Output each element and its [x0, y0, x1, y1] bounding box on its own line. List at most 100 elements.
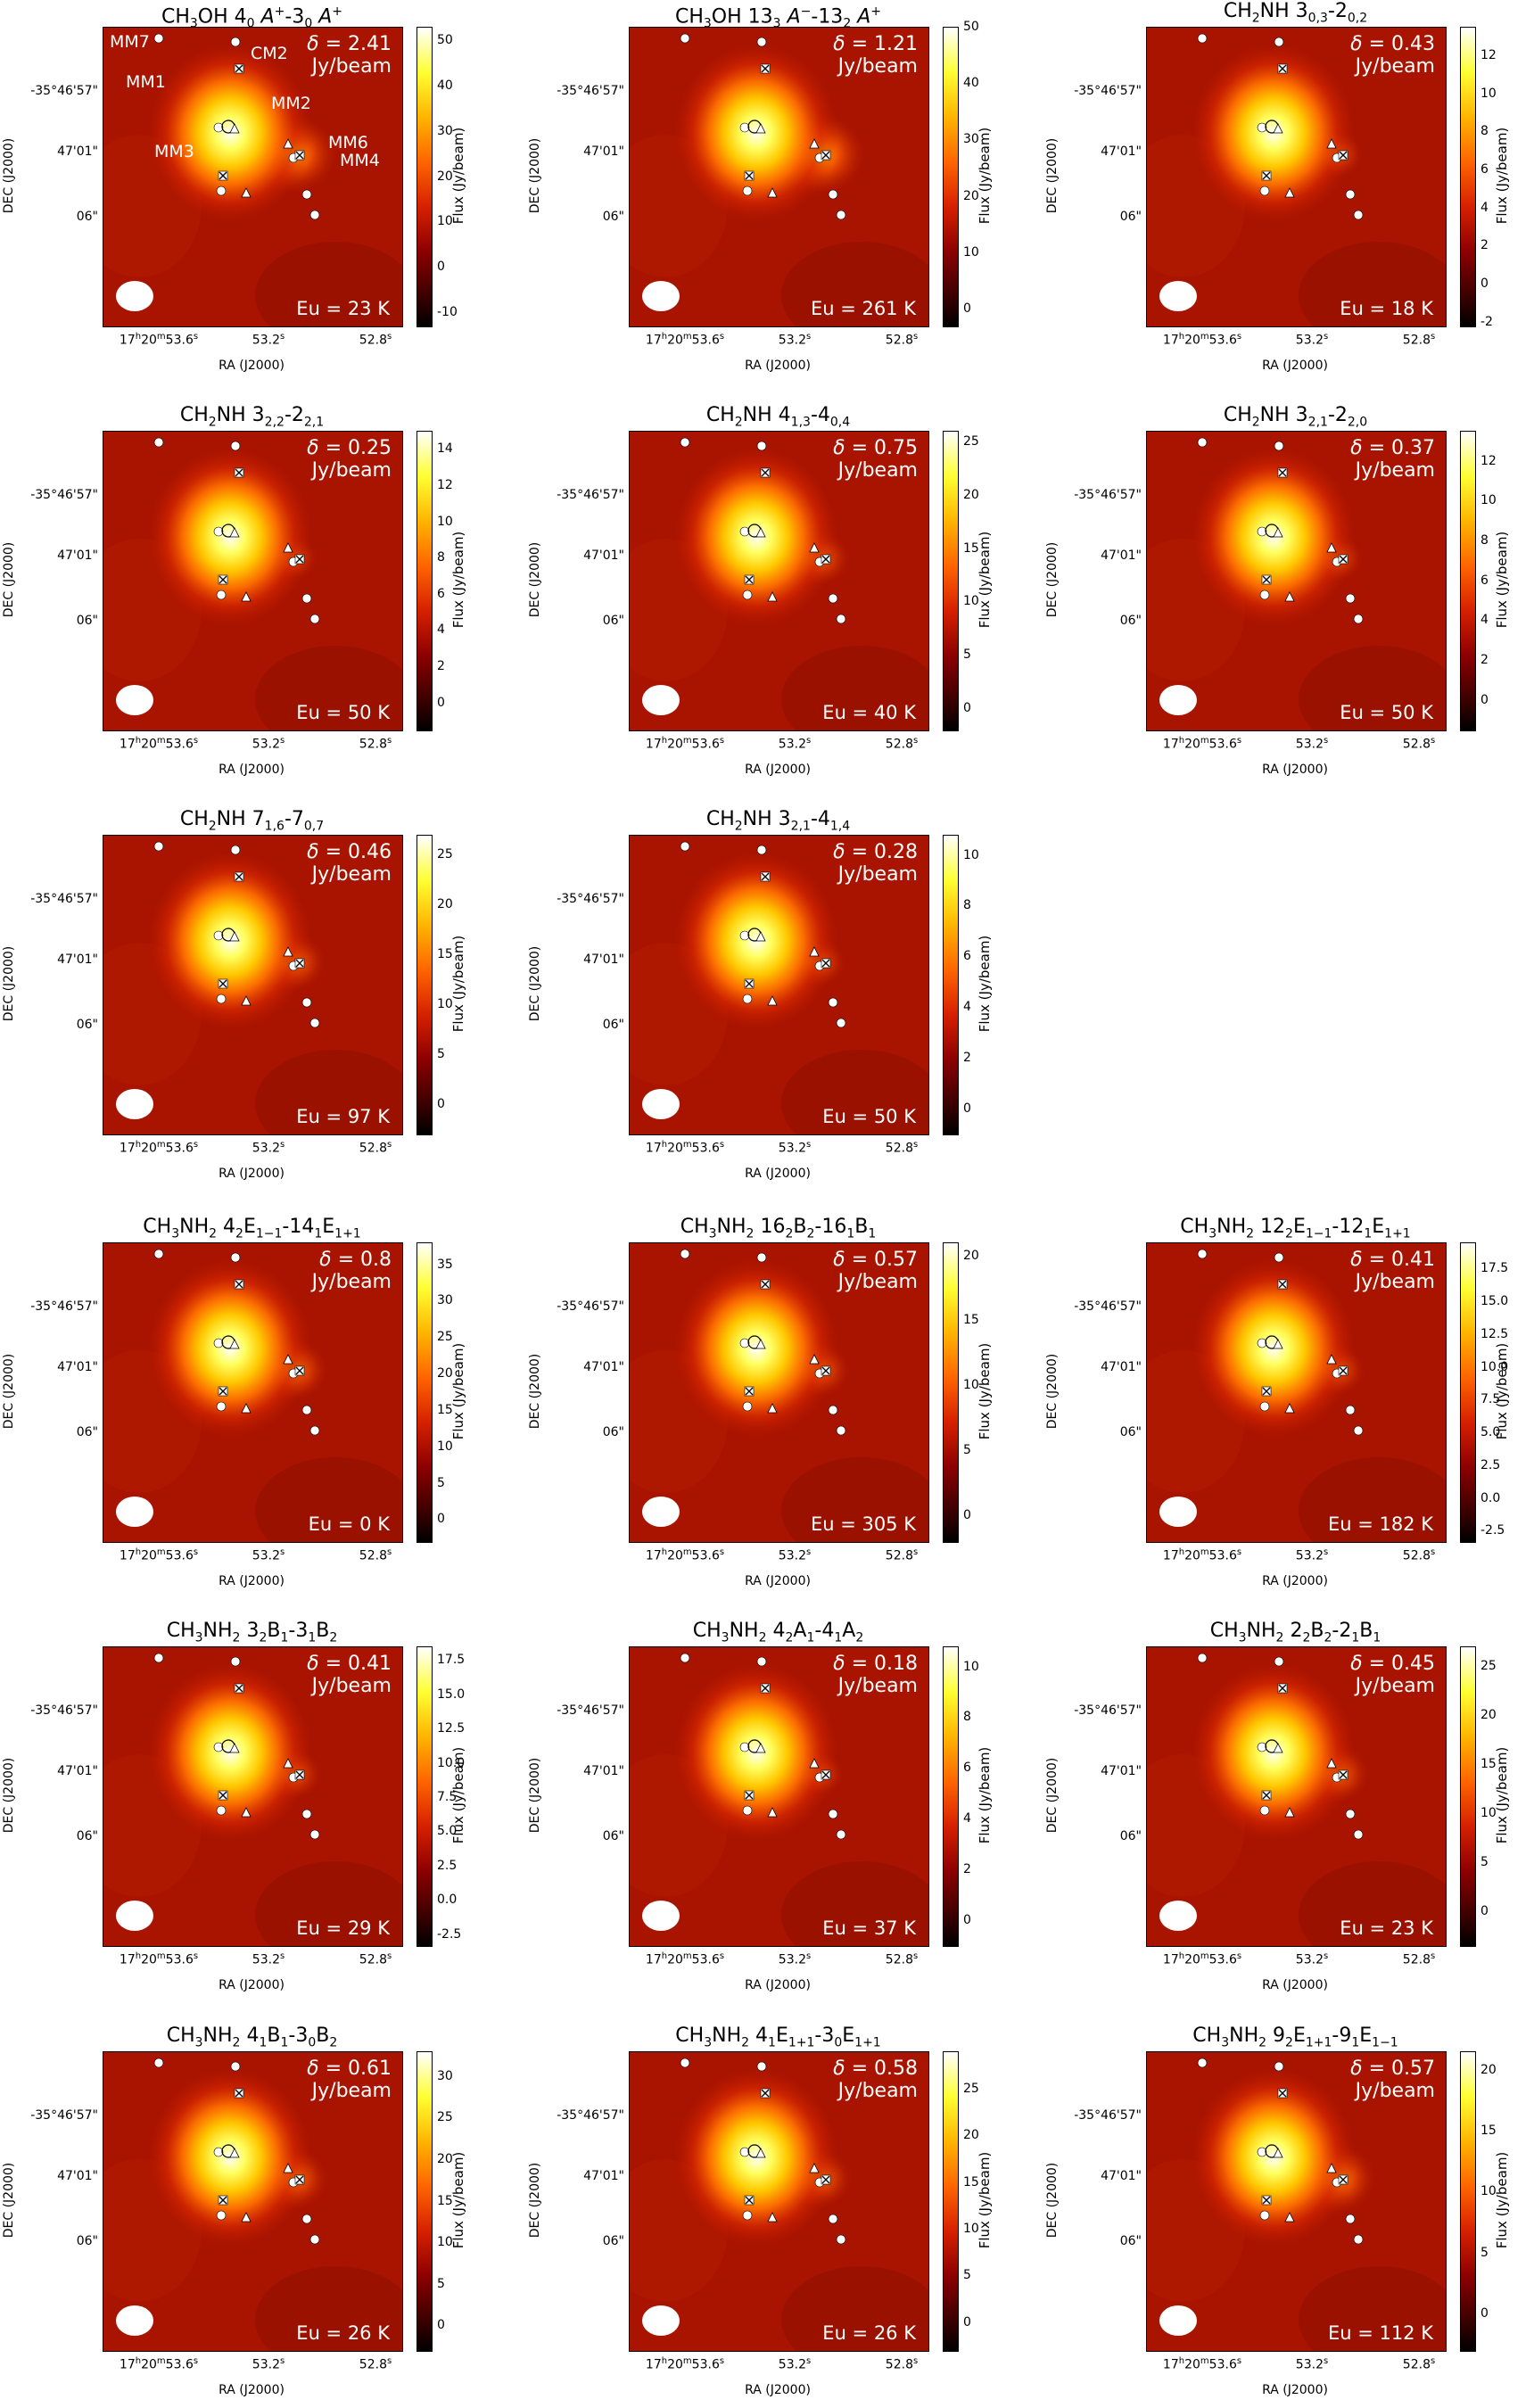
delta-annotation: δ = 0.41 Jy/beam — [307, 1653, 392, 1697]
colorbar-tick-label: 12 — [437, 477, 453, 492]
cross-marker — [821, 554, 831, 565]
triangle-marker — [283, 1354, 293, 1365]
continuum-source-marker — [1197, 33, 1208, 44]
colorbar-label: Flux (Jy/beam) — [450, 1342, 466, 1440]
colorbar — [416, 431, 433, 731]
colorbar-tick-label: 6 — [437, 586, 445, 601]
continuum-source-marker — [756, 845, 767, 855]
colorbar — [943, 835, 959, 1135]
y-axis-label: DEC (J2000) — [528, 541, 542, 618]
colorbar-label: Flux (Jy/beam) — [1494, 1342, 1510, 1440]
cross-marker — [218, 574, 228, 585]
continuum-source-marker — [742, 994, 753, 1004]
y-tick-label: -35°46'57" — [1074, 488, 1142, 502]
x-tick-label: 53.2s — [778, 1547, 812, 1563]
triangle-marker — [1326, 2163, 1337, 2173]
cross-marker — [218, 978, 228, 989]
heatmap-svg — [630, 28, 928, 326]
cross-marker — [1338, 2174, 1348, 2185]
x-axis-label: RA (J2000) — [1262, 763, 1328, 777]
cross-marker — [1277, 63, 1288, 74]
x-axis-label: RA (J2000) — [219, 359, 285, 373]
colorbar-tick-label: 20 — [963, 1248, 979, 1263]
panel-title: CH3NH2 42A1-41A2 — [692, 1620, 864, 1645]
x-axis-label: RA (J2000) — [1262, 359, 1328, 373]
colorbar — [943, 27, 959, 327]
y-axis-label: DEC (J2000) — [1045, 2162, 1060, 2239]
triangle-marker — [1284, 2212, 1295, 2222]
beam-ellipse — [116, 1497, 153, 1527]
continuum-source-marker — [216, 186, 227, 196]
colorbar-tick-label: 15 — [963, 1313, 979, 1328]
map-panel: CH3NH2 22B2-21B1 δ = 0.45 Jy/beam Eu = 23 K… — [1043, 1620, 1525, 2003]
continuum-source-marker — [828, 2214, 838, 2224]
continuum-source-marker — [230, 1656, 241, 1667]
continuum-source-marker — [828, 593, 838, 604]
triangle-marker — [755, 1743, 766, 1753]
colorbar-tick-label: 4 — [963, 1811, 971, 1827]
triangle-marker — [1326, 542, 1337, 553]
colorbar-label: Flux (Jy/beam) — [977, 1746, 993, 1844]
colorbar-tick-label: 10 — [1480, 1805, 1497, 1820]
beam-ellipse — [1159, 2305, 1197, 2336]
intensity-map: δ = 1.21 Jy/beam Eu = 261 K — [629, 27, 929, 327]
x-axis-label: RA (J2000) — [1262, 2383, 1328, 2397]
delta-annotation: δ = 0.18 Jy/beam — [833, 1653, 918, 1697]
triangle-marker — [755, 527, 766, 538]
triangle-marker — [283, 542, 293, 553]
y-tick-label: 47'01" — [57, 952, 98, 967]
colorbar-tick-label: 4 — [1480, 200, 1489, 215]
colorbar-tick-label: 15.0 — [1480, 1294, 1509, 1309]
colorbar-tick-label: 20 — [437, 169, 453, 184]
triangle-marker — [809, 542, 820, 553]
colorbar-tick-label: 50 — [437, 33, 453, 48]
cross-marker — [744, 574, 755, 585]
panel-title: CH2NH 71,6-70,7 — [179, 808, 325, 834]
panel-title: CH3NH2 32B1-31B2 — [166, 1620, 338, 1645]
upper-energy-label: Eu = 305 K — [810, 1513, 916, 1535]
panel-title: CH3NH2 92E1+1-91E1−1 — [1192, 2025, 1398, 2050]
colorbar — [416, 2051, 433, 2352]
continuum-source-marker — [742, 590, 753, 600]
x-tick-label: 52.8s — [885, 1547, 919, 1563]
colorbar-tick-label: 40 — [963, 76, 979, 91]
continuum-source-marker — [309, 614, 320, 624]
triangle-marker — [1326, 1758, 1337, 1769]
continuum-source-marker — [213, 1742, 224, 1752]
continuum-source-marker — [1274, 1252, 1284, 1263]
source-label-mm7: MM7 — [110, 32, 150, 52]
colorbar-label: Flux (Jy/beam) — [1494, 127, 1510, 225]
colorbar-tick-label: 0 — [1480, 1903, 1489, 1918]
y-axis-label: DEC (J2000) — [528, 137, 542, 214]
y-tick-label: -35°46'57" — [30, 2108, 98, 2123]
colorbar-label: Flux (Jy/beam) — [450, 1746, 466, 1844]
colorbar-tick-label: 15 — [963, 540, 979, 556]
upper-energy-label: Eu = 18 K — [1340, 298, 1433, 319]
panel-title: CH3NH2 162B2-161B1 — [680, 1216, 877, 1241]
continuum-source-marker — [828, 189, 838, 200]
triangle-marker — [283, 1758, 293, 1769]
triangle-marker — [241, 995, 252, 1006]
x-tick-label: 52.8s — [1402, 332, 1436, 348]
intensity-map: δ = 0.61 Jy/beam Eu = 26 K — [103, 2051, 403, 2352]
colorbar-tick-label: 4 — [437, 623, 445, 638]
beam-ellipse — [116, 685, 153, 715]
y-tick-label: 47'01" — [1101, 1764, 1142, 1778]
colorbar — [943, 1242, 959, 1543]
panel-title: CH3NH2 42E1−1-141E1+1 — [143, 1216, 361, 1241]
heatmap-svg — [103, 432, 402, 730]
continuum-source-marker — [153, 33, 164, 44]
beam-ellipse — [642, 281, 680, 311]
cross-marker — [234, 63, 244, 74]
continuum-source-marker — [1257, 1742, 1267, 1752]
map-shading — [1299, 1861, 1446, 1946]
beam-ellipse — [1159, 1497, 1197, 1527]
heatmap-svg — [630, 2052, 928, 2351]
y-axis-label: DEC (J2000) — [1045, 1757, 1060, 1834]
x-axis-label: RA (J2000) — [1262, 1978, 1328, 1992]
y-tick-label: -35°46'57" — [557, 84, 624, 98]
x-tick-label: 52.8s — [1402, 1547, 1436, 1563]
continuum-source-marker — [1345, 189, 1356, 200]
y-tick-label: 06" — [602, 1018, 624, 1032]
intensity-map: δ = 0.8 Jy/beam Eu = 0 K — [103, 1242, 403, 1543]
